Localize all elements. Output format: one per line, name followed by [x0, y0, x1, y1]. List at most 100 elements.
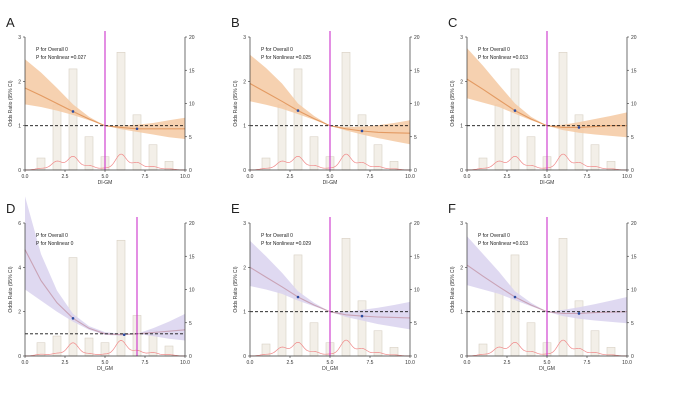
annotation-text: P for Overall 0 — [478, 47, 510, 53]
y2-tick-label: 0 — [189, 168, 192, 174]
y-tick-label: 0 — [460, 354, 463, 360]
y-tick-label: 1 — [460, 310, 463, 316]
y2-tick-label: 0 — [414, 168, 417, 174]
data-point — [513, 109, 517, 112]
x-tick-label: 7.5 — [584, 360, 591, 366]
hist-bar — [510, 68, 520, 171]
y2-tick-label: 10 — [189, 288, 195, 294]
hist-bar — [116, 51, 126, 171]
x-axis-label: DI-GM — [98, 180, 113, 186]
x-tick-label: 7.5 — [142, 174, 149, 180]
annotation-text: P for Nonlinear =0.029 — [261, 241, 311, 247]
y-tick-label: 0 — [243, 354, 246, 360]
density-curve — [25, 340, 185, 357]
y2-tick-label: 5 — [631, 321, 634, 327]
hist-bar — [341, 51, 351, 171]
hist-bar — [68, 68, 78, 171]
y-tick-label: 2 — [243, 79, 246, 85]
x-tick-label: 10.0 — [622, 360, 632, 366]
y-tick-label: 6 — [18, 221, 21, 227]
x-tick-label: 10.0 — [405, 174, 415, 180]
panel-label: F — [448, 201, 456, 216]
y-tick-label: 2 — [460, 265, 463, 271]
data-point — [296, 109, 300, 112]
y2-tick-label: 15 — [414, 68, 420, 74]
panel-label: A — [6, 15, 15, 30]
x-tick-label: 10.0 — [405, 360, 415, 366]
x-tick-label: 7.5 — [367, 174, 374, 180]
y-tick-label: 3 — [460, 221, 463, 227]
y-tick-label: 0 — [460, 168, 463, 174]
y2-tick-label: 5 — [631, 135, 634, 141]
y2-tick-label: 10 — [631, 102, 637, 108]
x-tick-label: 0.0 — [247, 174, 254, 180]
y2-tick-label: 10 — [189, 102, 195, 108]
annotation-text: P for Overall 0 — [36, 47, 68, 53]
y-axis-label: Odds Ratio (95% CI) — [233, 266, 239, 312]
confidence-band — [250, 240, 410, 330]
x-tick-label: 0.0 — [464, 174, 471, 180]
y-tick-label: 3 — [18, 35, 21, 41]
x-tick-label: 5.0 — [102, 174, 109, 180]
y-tick-label: 0 — [18, 354, 21, 360]
x-tick-label: 0.0 — [22, 360, 29, 366]
y-tick-label: 1 — [243, 124, 246, 130]
x-tick-label: 10.0 — [180, 174, 190, 180]
hist-bar — [277, 104, 287, 171]
odds-ratio-curve — [24, 249, 186, 336]
annotation-text: P for Nonlinear =0.013 — [478, 55, 528, 61]
x-tick-label: 0.0 — [464, 360, 471, 366]
data-point — [360, 314, 364, 318]
hist-bar — [558, 51, 568, 171]
x-tick-label: 5.0 — [327, 360, 334, 366]
y2-tick-label: 10 — [631, 288, 637, 294]
data-point — [296, 295, 300, 299]
data-point — [360, 129, 364, 133]
y2-tick-label: 20 — [189, 221, 195, 227]
y2-tick-label: 0 — [189, 354, 192, 360]
hist-bar — [277, 290, 287, 357]
confidence-band — [25, 196, 185, 341]
annotation-text: P for Nonlinear =0.013 — [478, 241, 528, 247]
hist-bar — [510, 254, 520, 357]
x-axis-label: DI-GM — [540, 180, 555, 186]
y2-tick-label: 15 — [631, 254, 637, 260]
confidence-band — [467, 48, 627, 138]
hist-bar — [341, 237, 351, 357]
y2-tick-label: 20 — [414, 35, 420, 41]
hist-bar — [132, 114, 142, 171]
y2-tick-label: 10 — [414, 288, 420, 294]
x-tick-label: 0.0 — [247, 360, 254, 366]
y-tick-label: 1 — [243, 310, 246, 316]
hist-bar — [494, 290, 504, 357]
confidence-band — [467, 236, 627, 324]
data-point — [71, 110, 75, 113]
y2-tick-label: 5 — [414, 135, 417, 141]
y-tick-label: 1 — [18, 124, 21, 130]
hist-bar — [558, 237, 568, 357]
panel-label: C — [448, 15, 457, 30]
confidence-band — [250, 54, 410, 145]
hist-bar — [357, 300, 367, 357]
data-point — [71, 317, 75, 320]
x-tick-label: 0.0 — [22, 174, 29, 180]
x-tick-label: 10.0 — [622, 174, 632, 180]
y2-tick-label: 5 — [189, 321, 192, 327]
y-tick-label: 2 — [18, 79, 21, 85]
y-tick-label: 4 — [18, 265, 21, 271]
annotation-text: P for Overall 0 — [261, 233, 293, 239]
y2-tick-label: 15 — [631, 68, 637, 74]
annotation-text: P for Overall 0 — [261, 47, 293, 53]
hist-bar — [293, 254, 303, 357]
hist-bar — [357, 114, 367, 171]
y-tick-label: 3 — [460, 35, 463, 41]
y-tick-label: 0 — [18, 168, 21, 174]
y-tick-label: 0 — [243, 168, 246, 174]
hist-bar — [494, 104, 504, 171]
y2-tick-label: 15 — [414, 254, 420, 260]
